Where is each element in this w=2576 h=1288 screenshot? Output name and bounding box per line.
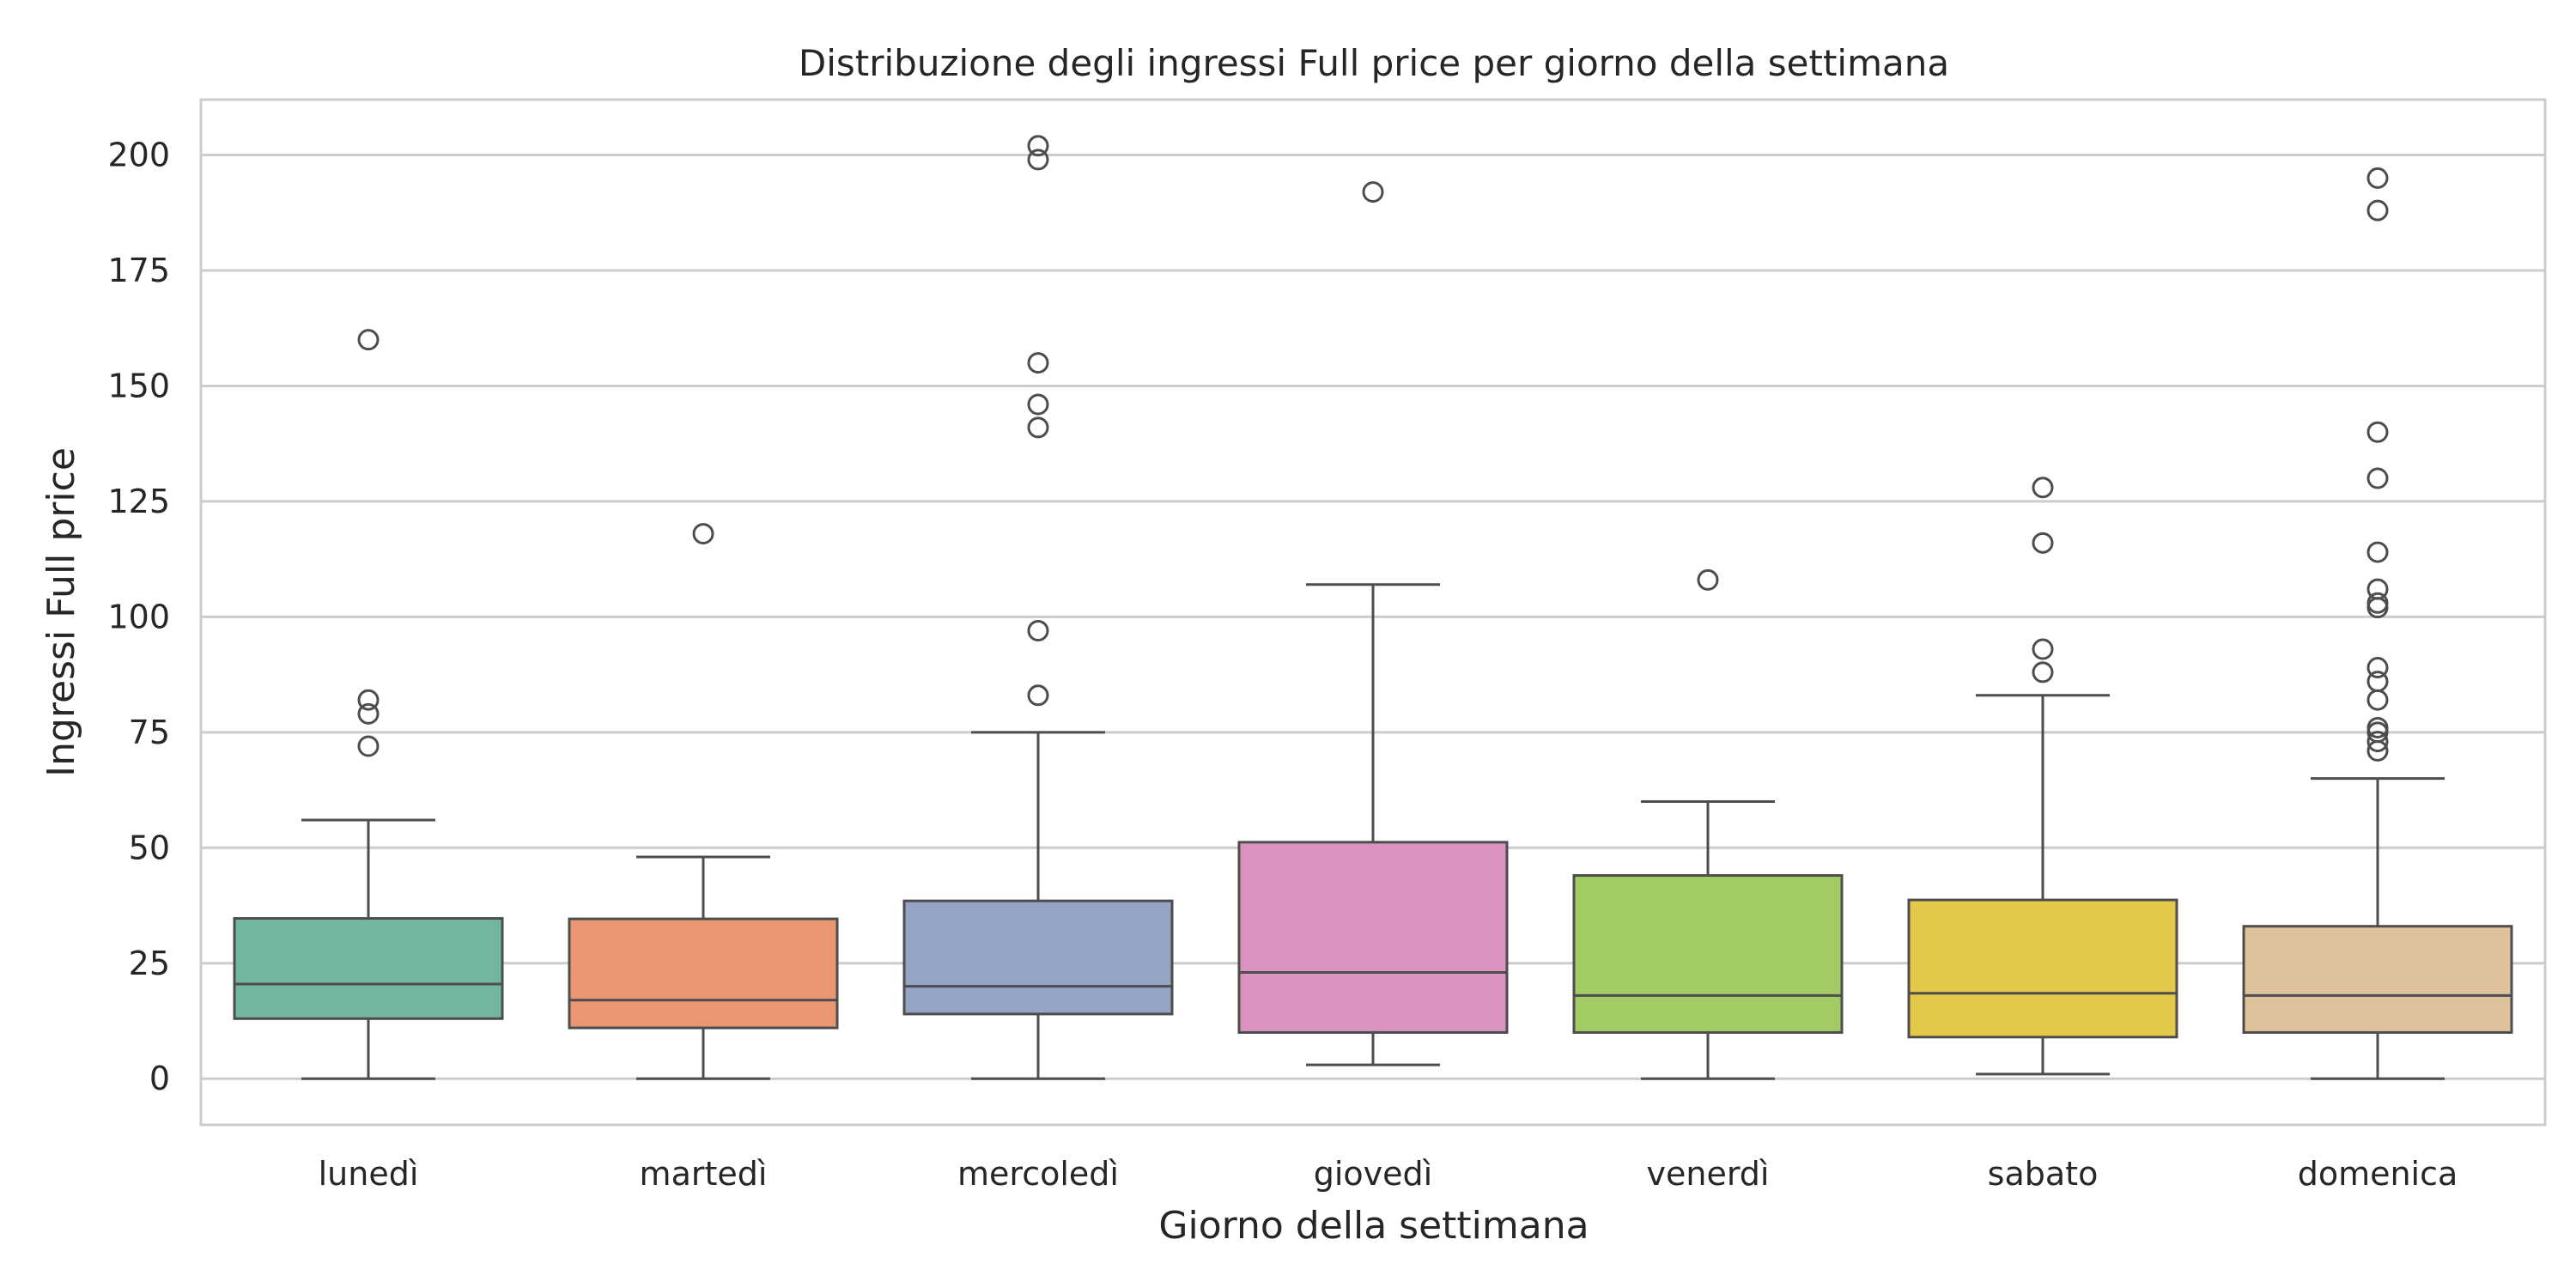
outlier-point bbox=[1027, 684, 1049, 707]
outlier-point bbox=[692, 523, 714, 545]
x-tick-label: sabato bbox=[1988, 1155, 2099, 1193]
iqr-box bbox=[568, 917, 839, 1030]
outlier-point bbox=[2032, 477, 2054, 499]
iqr-box bbox=[2242, 925, 2513, 1034]
y-tick-label: 25 bbox=[129, 945, 170, 982]
outlier-point bbox=[2366, 199, 2389, 222]
x-axis-label: Giorno della settimana bbox=[1158, 1204, 1589, 1248]
x-tick-label: mercoledì bbox=[957, 1155, 1119, 1193]
outlier-point bbox=[357, 329, 380, 351]
y-tick-labels: 0 25 50 75 100 125 150 175 200 bbox=[107, 137, 170, 1098]
y-tick-label: 75 bbox=[129, 714, 170, 751]
outlier-point bbox=[357, 702, 380, 725]
outlier-point bbox=[1027, 352, 1049, 374]
outlier-point bbox=[2366, 421, 2389, 443]
box-group bbox=[1237, 181, 1509, 1066]
outlier-point bbox=[2366, 597, 2389, 619]
y-tick-label: 50 bbox=[129, 829, 170, 866]
outlier-point bbox=[2032, 532, 2054, 554]
x-tick-label: giovedì bbox=[1314, 1155, 1432, 1193]
x-tick-label: domenica bbox=[2298, 1155, 2458, 1193]
y-tick-label: 125 bbox=[107, 483, 170, 520]
x-tick-label: venerdì bbox=[1647, 1155, 1770, 1193]
outlier-point bbox=[2032, 661, 2054, 683]
x-tick-label: lunedì bbox=[319, 1155, 419, 1193]
outlier-point bbox=[2366, 467, 2389, 489]
outlier-point bbox=[1027, 135, 1049, 157]
y-axis-label: Ingressi Full price bbox=[39, 447, 83, 777]
iqr-box bbox=[1572, 874, 1844, 1034]
x-tick-label: martedì bbox=[640, 1155, 768, 1193]
x-tick-labels: lunedì martedì mercoledì giovedì venerdì saba… bbox=[319, 1155, 2458, 1193]
outlier-point bbox=[2366, 716, 2389, 738]
outlier-point bbox=[2366, 167, 2389, 189]
box-group bbox=[568, 523, 839, 1080]
y-tick-label: 0 bbox=[149, 1060, 170, 1097]
outlier-point bbox=[357, 735, 380, 757]
outlier-point bbox=[2366, 731, 2389, 753]
y-tick-label: 175 bbox=[107, 252, 170, 289]
chart-title: Distribuzione degli ingressi Full price … bbox=[799, 42, 1949, 84]
iqr-box bbox=[1907, 898, 2178, 1039]
box-group bbox=[1907, 477, 2178, 1076]
box-group bbox=[2242, 167, 2513, 1080]
y-tick-label: 150 bbox=[107, 367, 170, 404]
outlier-point bbox=[357, 689, 380, 711]
outlier-point bbox=[2366, 578, 2389, 600]
outlier-point bbox=[2366, 671, 2389, 693]
iqr-box bbox=[233, 917, 504, 1020]
outlier-point bbox=[1027, 416, 1049, 439]
outlier-point bbox=[1362, 181, 1384, 204]
y-tick-label: 100 bbox=[107, 598, 170, 635]
box-group bbox=[1572, 568, 1844, 1080]
outlier-point bbox=[1027, 620, 1049, 642]
box-series bbox=[233, 135, 2513, 1080]
plot-frame bbox=[199, 98, 2547, 1127]
outlier-point bbox=[1027, 149, 1049, 171]
iqr-box bbox=[902, 899, 1174, 1016]
box-group bbox=[902, 135, 1174, 1080]
iqr-box bbox=[1237, 841, 1509, 1034]
outlier-point bbox=[1697, 568, 1719, 591]
y-tick-label: 200 bbox=[107, 137, 170, 174]
outlier-point bbox=[2366, 541, 2389, 563]
outlier-point bbox=[2032, 638, 2054, 660]
outlier-point bbox=[1027, 393, 1049, 416]
outlier-point bbox=[2366, 689, 2389, 711]
outlier-point bbox=[2366, 592, 2389, 614]
box-group bbox=[233, 329, 504, 1080]
outlier-point bbox=[2366, 657, 2389, 679]
